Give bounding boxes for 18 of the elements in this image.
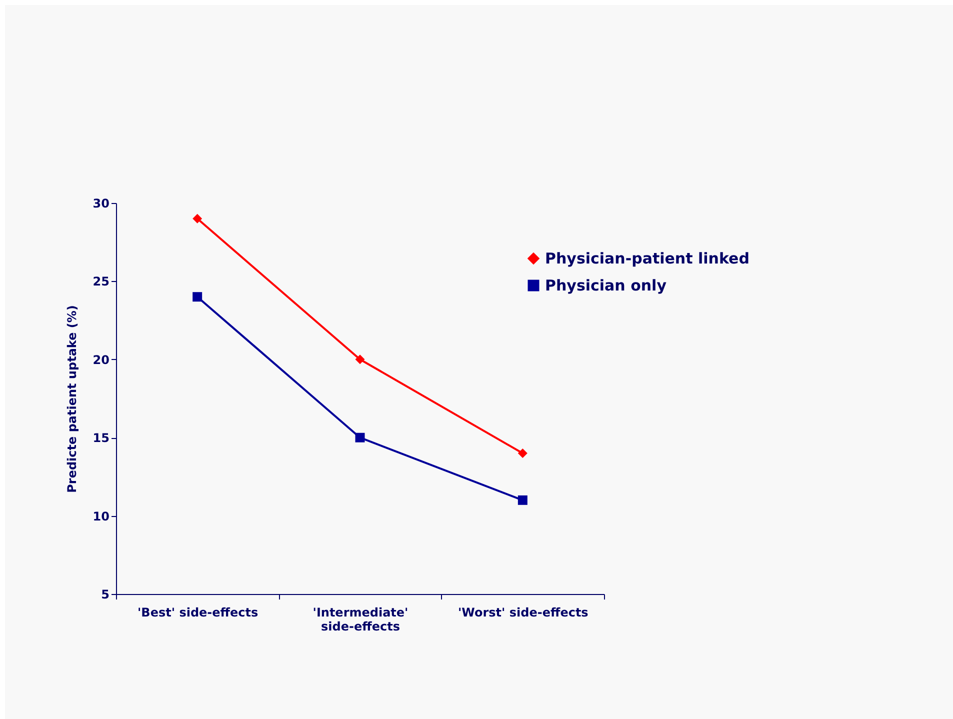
y-tick-label: 10: [92, 509, 110, 524]
legend-label: Physician only: [545, 276, 667, 294]
point: [355, 354, 365, 364]
y-tick-label: 30: [92, 196, 110, 210]
point: [355, 432, 365, 442]
point: [518, 448, 528, 458]
point: [192, 292, 202, 302]
y-tick-label: 15: [92, 431, 110, 446]
y-tick-label: 20: [92, 352, 110, 367]
y-axis-title: Predicte patient uptake (%): [64, 305, 79, 493]
x-tick-label: 'Worst' side-effects: [458, 606, 588, 620]
y-tick-label: 25: [92, 274, 110, 289]
x-tick-label: 'Intermediate' side-effects: [312, 606, 408, 634]
point: [192, 214, 202, 224]
point: [518, 495, 528, 505]
x-tick-label: 'Best' side-effects: [138, 606, 258, 620]
legend-label: Physician-patient linked: [545, 250, 750, 268]
y-tick-label: 5: [101, 588, 110, 602]
